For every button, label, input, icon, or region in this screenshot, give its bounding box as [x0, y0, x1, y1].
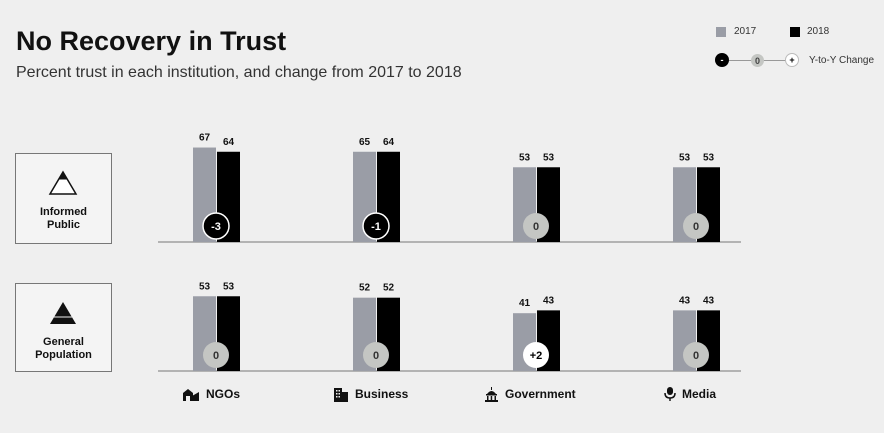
data-label-2017: 67: [199, 133, 211, 144]
change-bubble: [523, 342, 549, 368]
legend-change-neutral-icon: 0: [751, 54, 764, 67]
change-bubble: [363, 342, 389, 368]
row-label-general-population: General Population: [15, 283, 112, 372]
category-label: Media: [682, 387, 717, 401]
triangle-outline-icon: [48, 170, 78, 195]
legend-change-negative-icon: -: [715, 53, 729, 67]
change-label: -3: [211, 221, 221, 233]
category-business: Business: [333, 385, 408, 403]
change-bubble: [202, 212, 230, 240]
change-bubble: [362, 212, 390, 240]
data-label-2018: 43: [543, 295, 555, 306]
change-label: 0: [693, 221, 699, 233]
legend-label-2017: 2017: [734, 26, 757, 37]
data-label-2017: 43: [679, 295, 691, 306]
data-label-2017: 65: [359, 137, 371, 148]
data-label-2017: 41: [519, 298, 531, 309]
data-label-2018: 53: [543, 152, 555, 163]
data-label-2018: 53: [703, 152, 715, 163]
chart-subtitle: Percent trust in each institution, and c…: [16, 64, 462, 81]
data-label-2018: 53: [223, 281, 235, 292]
legend-change-label: Y-to-Y Change: [809, 55, 875, 66]
category-label: NGOs: [206, 387, 241, 401]
data-label-2017: 53: [679, 152, 691, 163]
change-label: 0: [533, 221, 539, 233]
row-label-text: General Population: [35, 336, 92, 361]
change-label: 0: [373, 350, 379, 362]
category-government: Government: [484, 385, 576, 403]
change-label: 0: [213, 350, 219, 362]
business-building-icon: [334, 387, 348, 402]
category-label: Government: [505, 387, 576, 401]
change-label: -1: [371, 221, 381, 233]
data-label-2018: 52: [383, 283, 395, 294]
chart-title: No Recovery in Trust: [16, 26, 287, 56]
change-bubble: [683, 213, 709, 239]
category-label: Business: [355, 387, 409, 401]
legend-swatch-2017: [716, 27, 726, 37]
media-microphone-icon: [664, 387, 676, 401]
data-label-2017: 53: [519, 152, 531, 163]
change-label: +2: [530, 350, 543, 362]
category-ngos: NGOs: [182, 385, 240, 403]
data-label-2017: 52: [359, 283, 371, 294]
legend-change-positive-icon: +: [785, 53, 799, 67]
data-label-2018: 64: [383, 137, 395, 148]
row-label-text: Informed Public: [39, 206, 88, 231]
government-capitol-icon: [485, 386, 498, 402]
data-label-2018: 43: [703, 295, 715, 306]
ngo-icon: [183, 388, 199, 401]
change-bubble: [683, 342, 709, 368]
legend-swatch-2018: [790, 27, 800, 37]
legend: 2017 2018 - 0 + Y-to-Y Change: [712, 22, 882, 82]
data-label-2018: 64: [223, 137, 235, 148]
change-label: 0: [693, 350, 699, 362]
legend-label-2018: 2018: [807, 26, 830, 37]
category-media: Media: [664, 385, 716, 403]
data-label-2017: 53: [199, 281, 211, 292]
row-label-informed-public: Informed Public: [15, 153, 112, 244]
change-bubble: [203, 342, 229, 368]
triangle-filled-icon: [50, 302, 76, 324]
change-bubble: [523, 213, 549, 239]
